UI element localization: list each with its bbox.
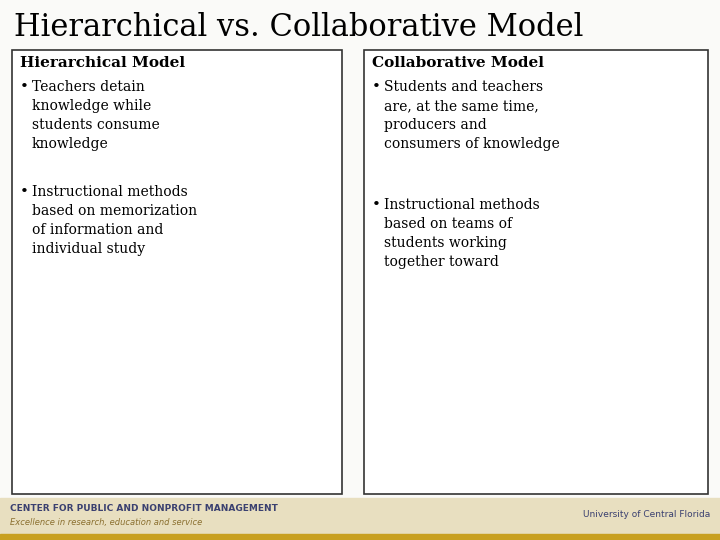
Bar bbox=[364, 50, 708, 494]
Text: Excellence in research, education and service: Excellence in research, education and se… bbox=[10, 518, 202, 527]
Text: •: • bbox=[372, 80, 381, 94]
Bar bbox=[12, 50, 342, 494]
Bar bbox=[0, 534, 720, 540]
Text: Collaborative Model: Collaborative Model bbox=[372, 56, 544, 70]
Text: •: • bbox=[20, 80, 29, 94]
Text: •: • bbox=[372, 198, 381, 212]
Text: University of Central Florida: University of Central Florida bbox=[582, 510, 710, 519]
Text: •: • bbox=[20, 185, 29, 199]
Text: Students and teachers
are, at the same time,
producers and
consumers of knowledg: Students and teachers are, at the same t… bbox=[384, 80, 559, 151]
Text: Teachers detain
knowledge while
students consume
knowledge: Teachers detain knowledge while students… bbox=[32, 80, 160, 151]
Text: Hierarchical Model: Hierarchical Model bbox=[20, 56, 185, 70]
Text: Hierarchical vs. Collaborative Model: Hierarchical vs. Collaborative Model bbox=[14, 12, 583, 43]
Bar bbox=[0, 498, 720, 540]
Text: Instructional methods
based on memorization
of information and
individual study: Instructional methods based on memorizat… bbox=[32, 185, 197, 256]
Text: Instructional methods
based on teams of
students working
together toward: Instructional methods based on teams of … bbox=[384, 198, 540, 269]
Text: CENTER FOR PUBLIC AND NONPROFIT MANAGEMENT: CENTER FOR PUBLIC AND NONPROFIT MANAGEME… bbox=[10, 504, 278, 513]
